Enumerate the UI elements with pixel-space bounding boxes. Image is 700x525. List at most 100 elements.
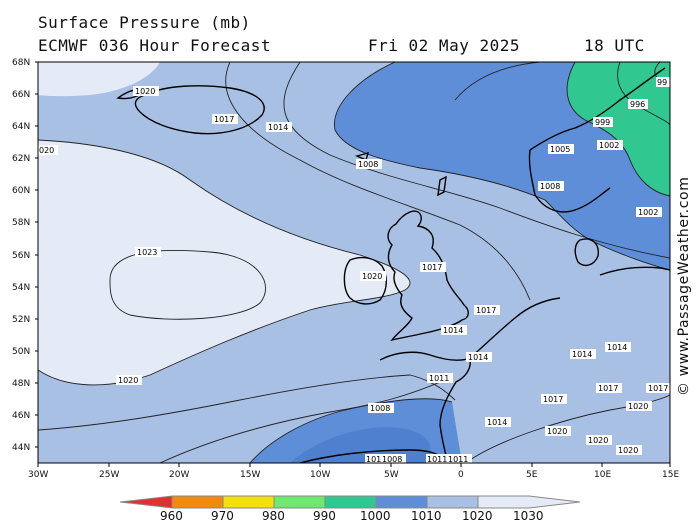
isobar-labels: 1020 1017 1014 020 1008 1023 1020 1017 1… <box>38 77 670 464</box>
svg-text:1020: 1020 <box>362 272 382 281</box>
lat-tick-label: 44N <box>12 443 30 453</box>
colorbar-swatch <box>426 495 479 509</box>
svg-text:1020: 1020 <box>588 436 608 445</box>
isobar-label: 1008 <box>368 403 394 413</box>
isobar-label: 1008 <box>380 454 406 464</box>
svg-text:101: 101 <box>366 455 381 464</box>
isobar-label: 1017 <box>541 394 567 404</box>
isobar-label: 1008 <box>538 181 564 191</box>
isobar-label: 1014 <box>466 352 492 362</box>
svg-text:1008: 1008 <box>370 404 390 413</box>
lat-tick-label: 54N <box>12 283 30 293</box>
isobar-label: 1020 <box>133 86 159 96</box>
isobar-label: 996 <box>628 99 648 109</box>
isobar-label: 1008 <box>356 159 382 169</box>
colorbar-label: 980 <box>262 509 285 523</box>
svg-text:1011: 1011 <box>427 455 447 464</box>
isobar-label: 1002 <box>597 140 623 150</box>
isobar-label: 99 <box>656 77 670 87</box>
colorbar-label: 1020 <box>462 509 493 523</box>
svg-text:1017: 1017 <box>598 384 618 393</box>
svg-text:1005: 1005 <box>550 145 570 154</box>
isobar-label: 1005 <box>548 144 574 154</box>
forecast-time: 18 UTC <box>584 36 645 55</box>
svg-text:1011: 1011 <box>429 374 449 383</box>
svg-text:1020: 1020 <box>547 427 567 436</box>
coastlines <box>116 67 670 463</box>
svg-text:1014: 1014 <box>572 350 592 359</box>
lat-tick-label: 60N <box>12 186 30 196</box>
isobar-label: 999 <box>593 117 613 127</box>
isobar-label: 1011 <box>446 454 472 463</box>
isobar-label: 1011 <box>426 454 447 464</box>
colorbar-label: 1000 <box>360 509 391 523</box>
lon-tick-label: 25W <box>99 470 119 480</box>
lon-tick-label: 15E <box>662 470 679 480</box>
svg-text:1002: 1002 <box>599 141 619 150</box>
isobar-label: 020 <box>38 145 58 155</box>
svg-text:1023: 1023 <box>137 248 157 257</box>
svg-text:1014: 1014 <box>487 418 507 427</box>
isobar-label: 1014 <box>441 325 467 335</box>
svg-text:996: 996 <box>630 100 645 109</box>
forecast-date: Fri 02 May 2025 <box>368 36 520 55</box>
svg-text:1014: 1014 <box>443 326 463 335</box>
isobar-label: 1014 <box>570 349 596 359</box>
svg-text:1017: 1017 <box>476 306 496 315</box>
map-title: Surface Pressure (mb) <box>38 13 251 32</box>
isobar-label: 1002 <box>636 207 662 217</box>
colorbar-low-arrow <box>119 495 173 509</box>
colorbar-label: 1030 <box>513 509 544 523</box>
svg-text:99: 99 <box>657 78 667 87</box>
pressure-colorbar: 960 970 980 990 1000 1010 1020 1030 <box>119 495 581 523</box>
isobar-label: 1017 <box>474 305 500 315</box>
svg-text:1002: 1002 <box>638 208 658 217</box>
isobar-label: 1020 <box>626 401 652 411</box>
lon-tick-label: 10E <box>594 470 611 480</box>
colorbar-label: 990 <box>313 509 336 523</box>
svg-text:1014: 1014 <box>468 353 488 362</box>
lat-tick-label: 62N <box>12 154 30 164</box>
lat-tick-label: 48N <box>12 379 30 389</box>
svg-text:1008: 1008 <box>382 455 402 464</box>
colorbar-swatch <box>171 495 224 509</box>
svg-text:1008: 1008 <box>358 160 378 169</box>
isobar-label: 1017 <box>596 383 622 393</box>
svg-text:1008: 1008 <box>540 182 560 191</box>
lon-axis: 30W 25W 20W 15W 10W 5W 0 5E 10E 15E <box>28 463 679 480</box>
isobar-label: 1020 <box>616 445 642 455</box>
svg-text:999: 999 <box>595 118 610 127</box>
isobar-label: 1023 <box>135 247 161 257</box>
lon-tick-label: 30W <box>28 470 48 480</box>
lon-tick-label: 10W <box>310 470 330 480</box>
lat-tick-label: 68N <box>12 58 30 68</box>
svg-text:020: 020 <box>39 146 54 155</box>
lat-tick-label: 66N <box>12 90 30 100</box>
isobar-label: 1014 <box>605 342 631 352</box>
svg-text:1014: 1014 <box>268 123 288 132</box>
colorbar-label: 1010 <box>411 509 442 523</box>
isobar-label: 1017 <box>646 383 670 393</box>
isobar-label: 1017 <box>212 114 238 124</box>
svg-text:1017: 1017 <box>648 384 668 393</box>
svg-text:1017: 1017 <box>214 115 234 124</box>
lon-tick-label: 0 <box>458 470 464 480</box>
lon-tick-label: 15W <box>240 470 260 480</box>
lat-tick-label: 64N <box>12 122 30 132</box>
lon-tick-label: 5W <box>384 470 399 480</box>
isobar-label: 101 <box>365 454 381 464</box>
high-pressure-northwest <box>38 62 160 97</box>
lon-tick-label: 20W <box>169 470 189 480</box>
svg-text:1017: 1017 <box>422 263 442 272</box>
lat-axis: 68N 66N 64N 62N 60N 58N 56N 54N 52N 50N … <box>12 58 38 453</box>
isobar-label: 1020 <box>586 435 612 445</box>
colorbar-swatch <box>375 495 428 509</box>
svg-text:1017: 1017 <box>543 395 563 404</box>
isobar-label: 1014 <box>485 417 511 427</box>
svg-text:1020: 1020 <box>618 446 638 455</box>
colorbar-swatch <box>324 495 377 509</box>
colorbar-high-arrow <box>477 495 581 509</box>
isobar-label: 1020 <box>545 426 571 436</box>
model-label: ECMWF 036 Hour Forecast <box>38 36 272 55</box>
